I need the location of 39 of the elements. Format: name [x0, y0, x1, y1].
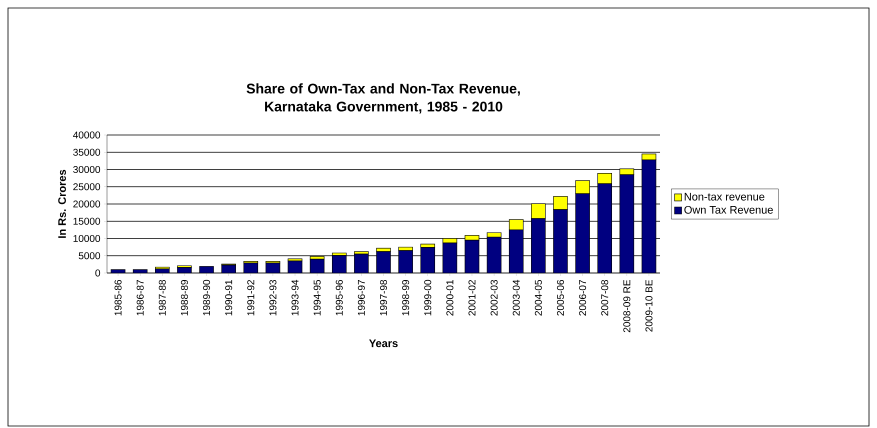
y-tick-label: 40000 — [73, 131, 100, 139]
x-tick-label: 1992-93 — [269, 280, 276, 316]
x-tick-label: 1989-90 — [203, 280, 210, 316]
x-tick-label: 2002-03 — [490, 280, 498, 316]
x-tick-label: 2008-09 RE — [623, 280, 630, 332]
y-axis-title: In Rs. Crores — [58, 170, 66, 238]
x-tick-label: 1998-99 — [402, 280, 410, 316]
x-tick-label: 1986-87 — [136, 280, 144, 316]
legend-label: Own Tax Revenue — [684, 206, 773, 214]
x-tick-label: 2004-05 — [534, 280, 542, 316]
x-tick-label: 2003-04 — [512, 280, 520, 316]
x-tick-label: 1997-98 — [380, 280, 388, 316]
chart-title: Share of Own-Tax and Non-Tax Revenue, Karnataka Government, 1985 - 2010 — [246, 83, 520, 114]
x-tick-label: 2009-10 BE — [645, 280, 652, 332]
x-tick-label: 2005-06 — [556, 280, 564, 316]
x-tick-label: 2001-02 — [468, 280, 476, 316]
y-tick-label: 15000 — [74, 218, 100, 225]
x-tick-label: 2007-08 — [601, 280, 608, 316]
x-tick-label: 1988-89 — [180, 280, 188, 316]
y-tick-label: 20000 — [73, 200, 100, 208]
x-tick-label: 1990-91 — [225, 280, 232, 316]
x-tick-label: 2006-07 — [579, 280, 586, 316]
x-tick-label: 1987-88 — [158, 280, 166, 316]
y-tick-label: 35000 — [73, 148, 100, 156]
x-tick-label: 2000-01 — [446, 280, 454, 316]
x-tick-label: 1993-94 — [292, 280, 299, 316]
y-tick-label: 10000 — [74, 234, 100, 242]
y-tick-label: 0 — [95, 269, 100, 277]
x-tick-label: 1999-00 — [424, 280, 432, 316]
x-axis-title: Years — [369, 340, 398, 348]
x-tick-label: 1995-96 — [336, 280, 343, 316]
y-tick-label: 5000 — [78, 252, 100, 260]
x-tick-label: 1985-86 — [114, 280, 122, 316]
y-tick-label: 30000 — [73, 166, 100, 174]
x-tick-label: 1994-95 — [314, 280, 321, 316]
x-tick-label: 1996-97 — [358, 280, 365, 316]
legend-label: Non-tax revenue — [684, 192, 764, 201]
x-tick-label: 1991-92 — [247, 280, 254, 316]
y-tick-label: 25000 — [73, 183, 100, 190]
